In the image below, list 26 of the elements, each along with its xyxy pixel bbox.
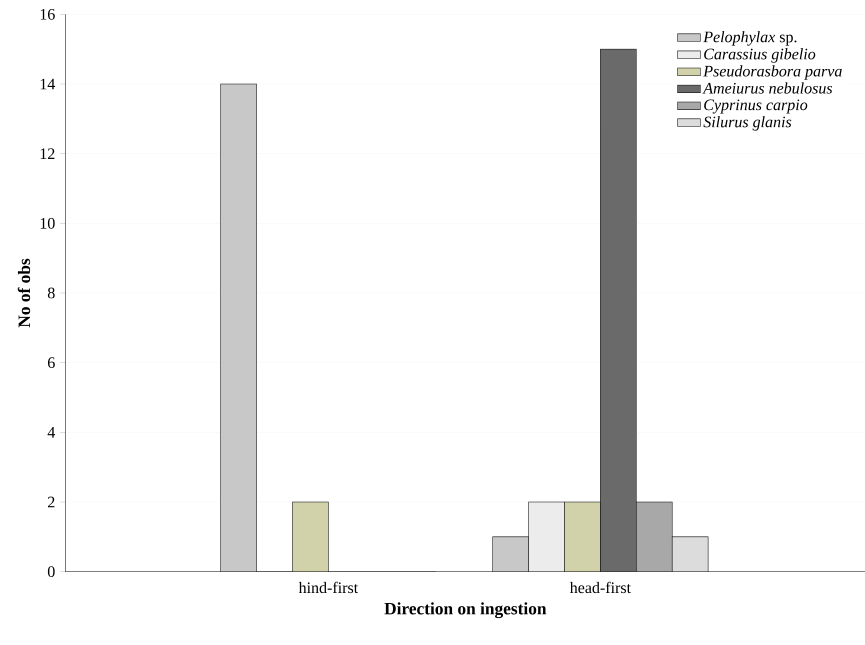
- y-tick-label: 8: [48, 288, 55, 298]
- y-tick-label: 0: [48, 566, 55, 578]
- x-tick-label: hind-first: [298, 582, 358, 594]
- y-tick-label: 4: [48, 427, 56, 438]
- bar: [492, 536, 529, 572]
- y-tick-label: 10: [40, 218, 55, 229]
- bar: [528, 502, 565, 572]
- bar: [636, 502, 672, 572]
- y-tick-label: 12: [40, 148, 54, 159]
- y-axis-title: No of obs: [18, 258, 30, 328]
- y-tick-label: 14: [40, 78, 56, 90]
- y-tick-label: 16: [40, 8, 55, 20]
- bar: [292, 502, 328, 572]
- x-axis-title: Direction on ingestion: [384, 602, 546, 618]
- bar: [564, 502, 601, 572]
- legend-label: Pseudorasbora parva: [703, 65, 842, 80]
- y-tick-label: 2: [48, 496, 54, 508]
- legend-label: Pelophylax sp.: [703, 31, 796, 46]
- legend-label: Carassius gibelio: [704, 48, 816, 63]
- legend-label: Cyprinus carpio: [704, 99, 808, 114]
- bar: [220, 84, 257, 572]
- legend-label: Ameiurus nebulosus: [702, 82, 832, 94]
- x-tick-label: head-first: [570, 582, 631, 594]
- bar: [672, 536, 708, 572]
- y-tick-label: 6: [48, 357, 55, 368]
- legend-label: Silurus glanis: [703, 116, 792, 131]
